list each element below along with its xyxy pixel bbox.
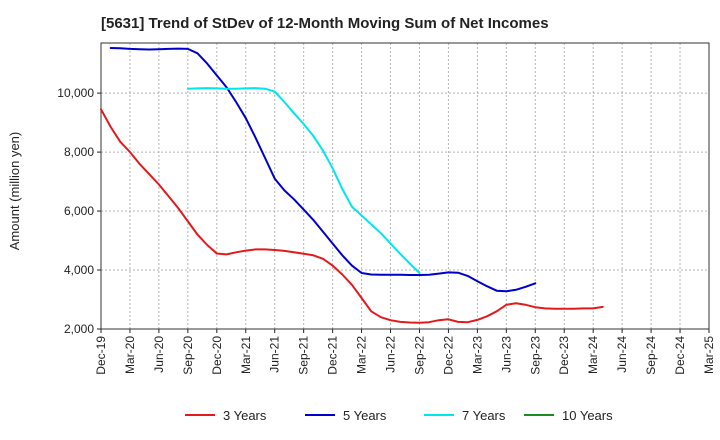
- y-tick-label: 10,000: [57, 86, 94, 100]
- x-tick-label: Dec-20: [210, 336, 224, 375]
- x-tick-label: Mar-24: [586, 336, 600, 374]
- series-line-3-years: [100, 108, 604, 324]
- legend-label-7-years: 7 Years: [462, 408, 506, 423]
- x-tick-label: Sep-22: [412, 336, 426, 375]
- series-line-7-years: [186, 87, 421, 274]
- grid-lines: [100, 43, 710, 330]
- y-axis-title: Amount (million yen): [7, 132, 22, 251]
- legend-label-5-years: 5 Years: [343, 408, 387, 423]
- series-lines: [100, 47, 604, 324]
- x-tick-label: Mar-20: [123, 336, 137, 374]
- x-tick-label: Sep-21: [297, 336, 311, 375]
- y-tick-label: 8,000: [64, 145, 94, 159]
- series-line-5-years: [109, 47, 537, 293]
- legend-label-3-years: 3 Years: [223, 408, 267, 423]
- x-tick-labels: Dec-19 Mar-20 Jun-20 Sep-20 Dec-20 Mar-21 Jun-…: [94, 336, 716, 375]
- x-tick-label: Mar-21: [239, 336, 253, 374]
- y-tick-labels: 2,000 4,000 6,000 8,000 10,000: [57, 86, 94, 336]
- legend-label-10-years: 10 Years: [562, 408, 613, 423]
- legend: 3 Years 5 Years 7 Years 10 Years: [185, 408, 613, 423]
- x-tick-label: Sep-20: [181, 336, 195, 375]
- x-tick-label: Mar-23: [470, 336, 484, 374]
- x-tick-label: Jun-22: [384, 336, 398, 373]
- axes: [97, 42, 710, 333]
- y-tick-label: 6,000: [64, 204, 94, 218]
- x-tick-label: Dec-23: [557, 336, 571, 375]
- y-tick-label: 4,000: [64, 263, 94, 277]
- x-tick-label: Jun-23: [499, 336, 513, 373]
- x-tick-label: Sep-24: [644, 336, 658, 375]
- y-tick-label: 2,000: [64, 322, 94, 336]
- x-tick-label: Sep-23: [528, 336, 542, 375]
- x-tick-label: Jun-21: [268, 336, 282, 373]
- plot-frame: [100, 42, 710, 330]
- x-tick-label: Jun-24: [615, 336, 629, 373]
- chart-title: [5631] Trend of StDev of 12-Month Moving…: [101, 15, 549, 32]
- x-tick-label: Mar-25: [702, 336, 716, 374]
- x-tick-label: Dec-21: [326, 336, 340, 375]
- x-tick-label: Jun-20: [152, 336, 166, 373]
- x-tick-label: Dec-22: [441, 336, 455, 375]
- x-tick-label: Dec-19: [94, 336, 108, 375]
- x-tick-label: Dec-24: [673, 336, 687, 375]
- x-tick-label: Mar-22: [355, 336, 369, 374]
